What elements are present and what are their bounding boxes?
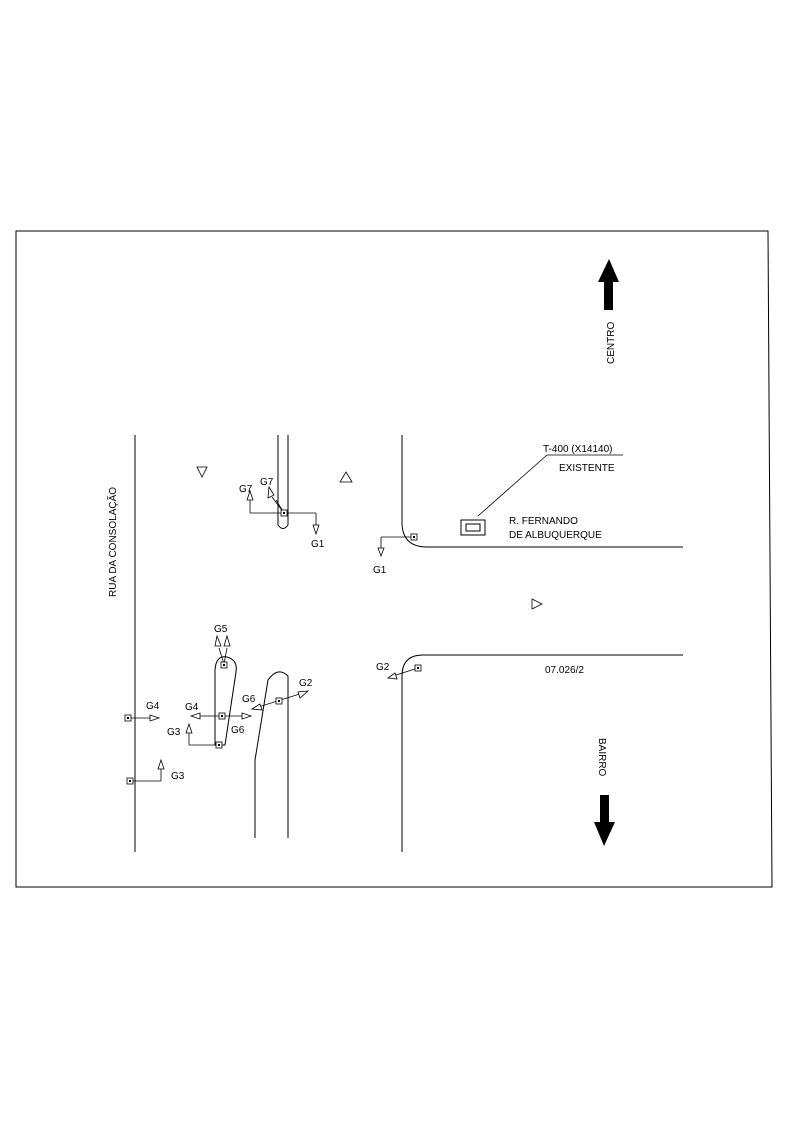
- flow-arrow-north-icon: [339, 471, 353, 483]
- signal-label-g1-b: G1: [373, 565, 387, 576]
- flow-arrow-east-icon: [531, 598, 543, 610]
- sheet-frame: [15, 230, 773, 888]
- signal-label-g4-b: G4: [185, 702, 199, 713]
- signal-group-island-bottom: [185, 722, 223, 749]
- controller-cabinet-icon: [460, 519, 486, 536]
- signal-label-g3-b: G3: [171, 771, 185, 782]
- signal-label-g7-b: G7: [260, 477, 274, 488]
- north-median-nose: [277, 524, 289, 529]
- site-code: 07.026/2: [545, 665, 584, 676]
- signal-group-island-top: [214, 634, 231, 669]
- signal-label-g4-a: G4: [146, 701, 160, 712]
- controller-leader-line: [477, 454, 548, 517]
- fernando-north-kerb: [401, 521, 683, 548]
- signal-group-ne-corner: [377, 533, 418, 558]
- signal-label-g1-a: G1: [311, 539, 325, 550]
- direction-south-label: BAIRRO: [596, 738, 607, 777]
- south-arrow-icon: [594, 795, 615, 846]
- signal-group-south-median: [250, 690, 310, 711]
- signal-group-north-median: [246, 485, 320, 536]
- signal-label-g2-b: G2: [376, 662, 390, 673]
- controller-cabinet-inner: [465, 523, 481, 532]
- pedestrian-island: [214, 656, 237, 746]
- south-median-east: [254, 671, 289, 838]
- signal-label-g6-b: G6: [231, 725, 245, 736]
- street-name-fernando-line2: DE ALBUQUERQUE: [509, 530, 602, 541]
- signal-group-island-middle: [189, 712, 253, 720]
- controller-status: EXISTENTE: [559, 463, 615, 474]
- signal-label-g6-a: G6: [242, 694, 256, 705]
- signal-label-g7-a: G7: [239, 484, 253, 495]
- signal-label-g5: G5: [214, 624, 228, 635]
- street-name-consolacao: RUA DA CONSOLAÇÃO: [106, 487, 119, 597]
- flow-arrow-south-icon: [196, 466, 208, 478]
- signal-label-g2-a: G2: [299, 678, 313, 689]
- direction-north-label: CENTRO: [606, 322, 617, 364]
- street-name-fernando-line1: R. FERNANDO: [509, 516, 578, 527]
- controller-id: T-400 (X14140): [543, 444, 613, 455]
- signal-label-g3-a: G3: [167, 727, 181, 738]
- signal-group-west-kerb-g3: [126, 758, 165, 785]
- signal-group-se-corner: [386, 664, 422, 680]
- fernando-south-kerb: [401, 654, 683, 677]
- signal-group-west-kerb-g4: [124, 714, 161, 722]
- north-arrow-icon: [598, 259, 619, 310]
